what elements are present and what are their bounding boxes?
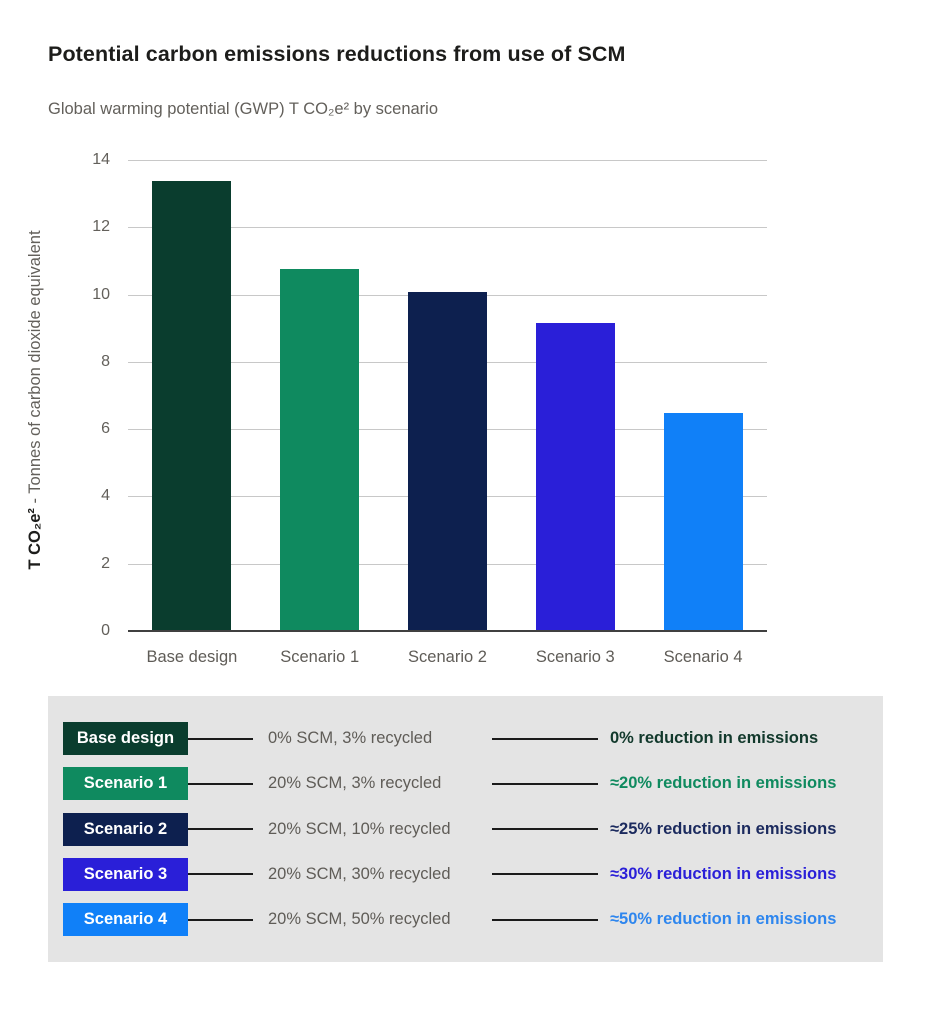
legend-result-text: 0% reduction in emissions <box>610 729 819 747</box>
y-tick-label: 2 <box>101 554 110 572</box>
y-tick-label: 4 <box>101 487 110 505</box>
y-tick-label: 8 <box>101 352 110 370</box>
bar-scenario-3 <box>535 322 615 632</box>
legend-panel: Base design 0% SCM, 3% recycled 0% reducti… <box>48 696 883 962</box>
connector-line <box>492 782 598 785</box>
connector-line <box>492 873 598 876</box>
x-axis-line <box>128 630 767 632</box>
plot-area: 0 2 4 6 8 10 12 14 Base design Scenario 1 Scenario… <box>92 152 767 666</box>
bar-chart: T CO₂e² - Tonnes of carbon dioxide equiv… <box>0 150 932 695</box>
legend-row: Scenario 3 20% SCM, 30% recycled ≈30% redu… <box>63 857 855 891</box>
y-tick-label: 10 <box>92 285 110 303</box>
bar-scenario-1 <box>280 268 360 632</box>
legend-spec-text: 20% SCM, 10% recycled <box>268 819 451 838</box>
bar-scenario-2 <box>408 292 487 632</box>
legend-badge: Scenario 2 <box>63 812 188 846</box>
legend-badge: Base design <box>63 722 188 755</box>
legend-row: Scenario 1 20% SCM, 3% recycled ≈20% reduc… <box>63 767 855 801</box>
legend-row: Scenario 2 20% SCM, 10% recycled ≈25% redu… <box>63 812 855 846</box>
chart-subtitle: Global warming potential (GWP) T CO₂e² b… <box>48 100 439 118</box>
page-title: Potential carbon emissions reductions fr… <box>48 42 626 66</box>
connector-line <box>188 782 253 785</box>
y-tick-label: 12 <box>92 218 110 236</box>
gridline <box>128 227 767 229</box>
x-axis-label: Scenario 3 <box>535 648 615 666</box>
connector-line <box>188 918 253 921</box>
bar-base-design <box>152 181 232 632</box>
legend-row: Base design 0% SCM, 3% recycled 0% reducti… <box>63 722 855 755</box>
legend-badge: Scenario 1 <box>63 767 188 801</box>
connector-line <box>188 737 253 740</box>
y-axis-title: T CO₂e² - Tonnes of carbon dioxide equiv… <box>26 190 50 610</box>
y-axis-title-unit: T CO₂e² <box>26 508 44 570</box>
legend-badge: Scenario 3 <box>63 857 188 891</box>
legend-result-text: ≈50% reduction in emissions <box>610 910 837 928</box>
legend-result-text: ≈30% reduction in emissions <box>610 864 837 883</box>
legend-spec-text: 20% SCM, 50% recycled <box>268 910 451 928</box>
legend-spec-text: 20% SCM, 30% recycled <box>268 864 451 883</box>
x-axis-label: Scenario 1 <box>280 648 360 666</box>
connector-line <box>492 918 598 921</box>
x-axis-label: Base design <box>146 648 238 666</box>
legend-result-text: ≈20% reduction in emissions <box>610 774 837 793</box>
connector-line <box>492 828 598 830</box>
legend-row: Scenario 4 20% SCM, 50% recycled ≈50% redu… <box>63 903 855 936</box>
bar-scenario-4 <box>663 413 743 632</box>
gridline <box>128 160 767 161</box>
x-axis-label: Scenario 2 <box>408 648 487 666</box>
connector-line <box>188 873 253 876</box>
y-axis-title-description: - Tonnes of carbon dioxide equivalent <box>26 230 44 509</box>
y-tick-label: 14 <box>92 151 110 168</box>
x-axis-label: Scenario 4 <box>663 648 743 666</box>
y-tick-label: 6 <box>101 420 110 438</box>
legend-result-text: ≈25% reduction in emissions <box>610 819 837 838</box>
y-tick-label: 0 <box>101 622 110 639</box>
legend-spec-text: 0% SCM, 3% recycled <box>268 729 433 747</box>
legend-badge: Scenario 4 <box>63 903 188 936</box>
legend-spec-text: 20% SCM, 3% recycled <box>268 774 442 793</box>
connector-line <box>188 828 253 830</box>
connector-line <box>492 737 598 740</box>
